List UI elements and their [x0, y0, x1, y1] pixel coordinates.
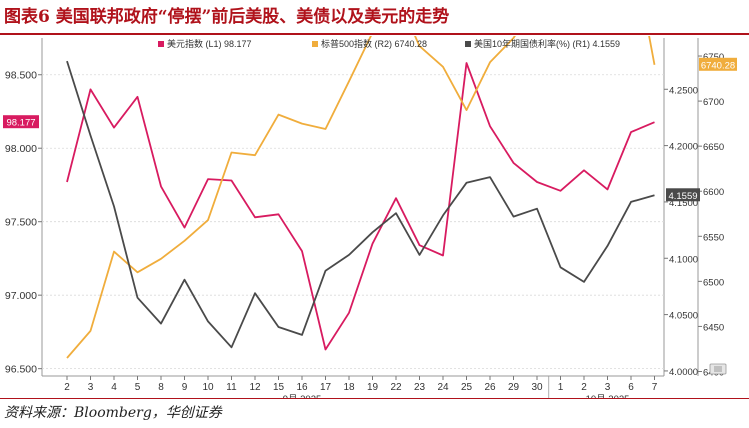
left-tick-label: 97.000: [5, 290, 37, 302]
x-tick-label: 19: [367, 382, 379, 393]
x-tick-label: 22: [390, 382, 402, 393]
legend-label: 美元指数 (L1) 98.177: [167, 38, 252, 49]
r1-tick-label: 4.2000: [669, 142, 698, 153]
left-tick-label: 98.000: [5, 143, 37, 155]
value-label-bg: [699, 57, 737, 71]
x-month-label: 9月 2025: [283, 394, 322, 398]
chart-source: 资料来源：Bloomberg，华创证券: [4, 405, 222, 421]
legend-swatch: [158, 41, 164, 47]
r2-tick-label: 6700: [703, 97, 724, 108]
x-tick-label: 2: [581, 382, 587, 393]
x-tick-label: 1: [558, 382, 564, 393]
x-tick-label: 11: [226, 382, 237, 393]
legend: 美元指数 (L1) 98.177 标普500指数 (R2) 6740.28 美国10…: [158, 38, 620, 49]
r2-tick-label: 6500: [703, 277, 724, 288]
legend-swatch: [312, 41, 318, 47]
x-tick-label: 9: [182, 382, 188, 393]
value-label: 4.1559: [668, 191, 697, 202]
series-line-1: [66, 36, 656, 359]
legend-label: 美国10年期国债利率(%) (R1) 4.1559: [474, 38, 620, 49]
x-tick-label: 25: [461, 382, 473, 393]
title-divider: [0, 33, 749, 35]
legend-label: 标普500指数 (R2) 6740.28: [321, 38, 427, 49]
x-axis: 2 3 4 5 8 9 10 11 12 15 16 17 18 19 22 23 24 25 26 29 30 1 2 3 6…: [64, 376, 658, 398]
value-label-bg: [666, 188, 700, 202]
r1-tick-label: 4.1500: [669, 198, 698, 209]
x-tick-label: 18: [343, 382, 355, 393]
source-divider: [0, 398, 749, 399]
x-tick-label: 4: [111, 382, 117, 393]
r1-tick-label: 4.0500: [669, 311, 698, 322]
r2-tick-label: 6550: [703, 232, 724, 243]
x-tick-label: 6: [628, 382, 634, 393]
x-tick-label: 12: [249, 382, 261, 393]
value-labels: 98.177 6740.28 4.1559: [3, 57, 737, 202]
x-tick-label: 7: [652, 382, 658, 393]
r1-tick-label: 4.0000: [669, 367, 698, 378]
series-line-2: [66, 60, 655, 349]
x-tick-label: 15: [273, 382, 285, 393]
left-axis: 96.500 97.000 97.500 98.000 98.500: [5, 70, 42, 376]
left-tick-label: 97.500: [5, 217, 37, 229]
r1-tick-label: 4.1000: [669, 254, 698, 265]
x-tick-label: 29: [508, 382, 520, 393]
chart-title: 图表6 美国联邦政府“停摆”前后美股、美债以及美元的走势: [4, 7, 450, 27]
r2-tick-label: 6750: [703, 52, 724, 63]
legend-swatch: [465, 41, 471, 47]
x-tick-label: 2: [64, 382, 70, 393]
x-tick-label: 24: [437, 382, 449, 393]
r2-tick-label: 6650: [703, 142, 724, 153]
left-tick-label: 98.500: [5, 70, 37, 82]
x-tick-label: 16: [296, 382, 308, 393]
r1-tick-label: 4.2500: [669, 85, 698, 96]
right-axis-spx: 64006450650065506600665067006750: [697, 38, 724, 378]
x-month-label: 10月 2025: [586, 394, 630, 398]
r2-tick-label: 6600: [703, 187, 724, 198]
series-layer: [66, 36, 656, 359]
value-label-bg: [3, 115, 39, 129]
x-tick-label: 8: [158, 382, 164, 393]
x-tick-label: 17: [320, 382, 332, 393]
series-line-0: [66, 62, 655, 351]
x-tick-label: 3: [88, 382, 94, 393]
plot-area: [42, 38, 664, 376]
x-tick-label: 5: [135, 382, 141, 393]
value-label: 98.177: [6, 118, 35, 129]
left-tick-label: 96.500: [5, 364, 37, 376]
right-axis-yield: 4.0000 4.0500 4.1000 4.1500 4.2000 4.2500: [664, 85, 698, 378]
scroll-indicator: [709, 363, 727, 375]
x-tick-label: 3: [605, 382, 611, 393]
x-tick-label: 26: [484, 382, 496, 393]
value-label: 6740.28: [701, 60, 735, 71]
x-tick-label: 23: [414, 382, 426, 393]
r2-tick-label: 6450: [703, 322, 724, 333]
x-tick-label: 10: [202, 382, 214, 393]
x-tick-label: 30: [531, 382, 543, 393]
